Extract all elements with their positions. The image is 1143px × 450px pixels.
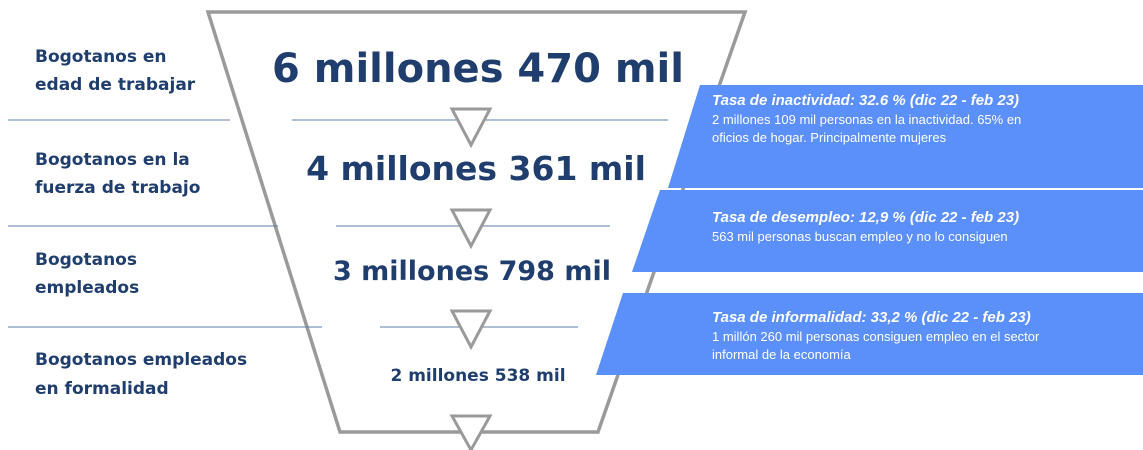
- level-value: 2 millones 538 mil: [390, 366, 565, 386]
- arrow: [449, 309, 493, 351]
- level-label: Bogotanos: [35, 250, 137, 270]
- level-label: empleados: [35, 278, 139, 298]
- arrow: [449, 208, 493, 250]
- note-text: oficios de hogar. Principalmente mujeres: [712, 130, 947, 145]
- note-box: [596, 293, 1143, 375]
- level-label: Bogotanos en: [35, 47, 167, 67]
- level-label: Bogotanos empleados: [35, 350, 247, 370]
- level-value: 3 millones 798 mil: [333, 256, 611, 287]
- note-title: Tasa de desempleo: 12,9 % (dic 22 - feb …: [712, 209, 1019, 226]
- level-value: 6 millones 470 mil: [272, 46, 684, 92]
- level-value: 4 millones 361 mil: [306, 149, 646, 188]
- arrow: [449, 414, 493, 450]
- level-label: fuerza de trabajo: [35, 178, 200, 198]
- note-text: informal de la economía: [712, 347, 852, 362]
- level-label: Bogotanos en la: [35, 150, 190, 170]
- note-text: 563 mil personas buscan empleo y no lo c…: [712, 229, 1008, 244]
- level-label: edad de trabajar: [35, 75, 196, 95]
- note-text: 2 millones 109 mil personas en la inacti…: [712, 112, 1021, 127]
- note-title: Tasa de inactividad: 32.6 % (dic 22 - fe…: [712, 92, 1019, 109]
- level-label: en formalidad: [35, 379, 169, 399]
- note-box: [632, 190, 1143, 272]
- note-text: 1 millón 260 mil personas consiguen empl…: [712, 329, 1040, 344]
- note-box: [668, 85, 1143, 188]
- note-title: Tasa de informalidad: 33,2 % (dic 22 - f…: [712, 309, 1031, 326]
- arrow: [449, 107, 493, 149]
